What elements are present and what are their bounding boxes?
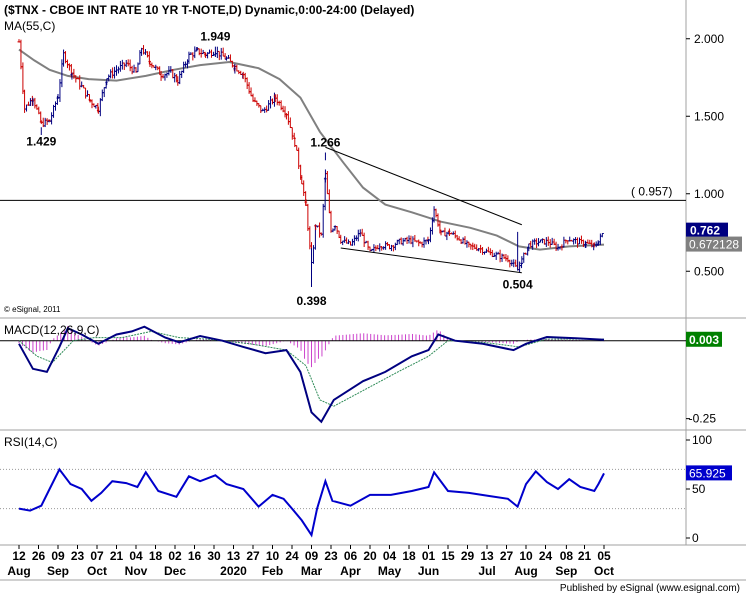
time-day-label: 04 [383,549,397,563]
time-day-label: 02 [168,549,182,563]
ma-value: 0.672128 [689,238,739,252]
time-day-label: 23 [324,549,338,563]
time-day-label: 06 [344,549,358,563]
time-day-label: 08 [560,549,574,563]
rsi-value-badge: 65.925 [686,465,732,481]
time-day-label: 20 [363,549,377,563]
copyright-label: © eSignal, 2011 [4,305,61,314]
rsi-y-tick-label: 100 [692,433,712,447]
time-day-label: 10 [519,549,533,563]
price-y-tick-label: 2.000 [694,32,724,46]
time-day-label: 12 [12,549,26,563]
time-day-label: 24 [285,549,299,563]
last-price-value: 0.762 [690,224,720,238]
time-month-label: Sep [555,564,577,578]
time-month-label: Oct [87,564,107,578]
horizontal-line-label: ( 0.957) [631,184,672,198]
rsi-y-tick-label: 50 [692,482,706,496]
time-month-label: Nov [125,564,148,578]
time-day-label: 18 [402,549,416,563]
time-month-label: Aug [7,564,30,578]
time-day-label: 23 [71,549,85,563]
price-y-axis: 0.500 1.000 1.500 2.000 [686,32,724,278]
rsi-panel: 0 50 100 65.925 RSI(14,C) [0,433,732,545]
time-day-label: 09 [305,549,319,563]
price-annotation: 1.949 [200,30,230,44]
macd-y-tick-label: -0.25 [689,412,717,426]
macd-label: MACD(12,26,9,C) [4,323,99,337]
macd-value-badge: 0.003 [686,331,722,347]
time-month-label: Feb [262,564,283,578]
time-day-label: 27 [246,549,260,563]
macd-value: 0.003 [689,333,719,347]
time-month-label: Sep [47,564,69,578]
rsi-y-axis: 0 50 100 [686,433,712,545]
price-annotation: 1.266 [310,136,340,150]
time-day-label: 18 [149,549,163,563]
trendline [325,146,523,226]
time-day-label: 04 [129,549,143,563]
time-day-label: 21 [578,549,592,563]
time-month-label: Apr [340,564,361,578]
ma-value-badge: 0.672128 [686,236,742,252]
rsi-line [18,467,605,538]
ma-55-line [18,48,605,251]
macd-y-axis: -0.25 [686,412,716,426]
time-day-label: 09 [51,549,65,563]
trendlines [325,146,523,274]
price-annotation: 0.504 [503,278,533,292]
time-day-label: 13 [480,549,494,563]
time-day-label: 27 [500,549,514,563]
time-month-label: Oct [594,564,614,578]
time-month-label: May [378,564,402,578]
ma-indicator-label: MA(55,C) [4,19,55,33]
last-price-badge: 0.762 [686,222,728,238]
time-day-label: 15 [441,549,455,563]
time-day-label: 16 [188,549,202,563]
time-day-label: 26 [32,549,46,563]
price-y-tick-label: 0.500 [694,264,724,278]
price-annotation: 0.398 [296,294,326,308]
time-month-label: 2020 [220,564,247,578]
time-axis: 12 26 09 23 07 21 04 18 02 16 30 13 27 10 24 09 23 06 20 04… [7,545,614,578]
trendline [340,247,522,274]
chart-title: ($TNX - CBOE INT RATE 10 YR T-NOTE,D) Dy… [4,3,414,17]
time-day-label: 05 [597,549,611,563]
price-annotation: 1.429 [26,134,56,148]
time-month-label: Jun [418,564,439,578]
rsi-value: 65.925 [689,466,726,480]
macd-panel: -0.25 0.003 MACD(12,26,9,C) [0,323,722,426]
time-day-label: 30 [207,549,221,563]
time-month-label: Mar [301,564,323,578]
price-bars [17,39,604,288]
rsi-y-tick-label: 0 [692,531,699,545]
macd-signal-line [18,330,604,407]
time-day-label: 10 [266,549,280,563]
rsi-label: RSI(14,C) [4,435,57,449]
price-y-tick-label: 1.000 [694,187,724,201]
price-panel: 0.500 1.000 1.500 2.000 1.429 1.949 1.266 0.39… [0,3,742,314]
time-day-label: 01 [422,549,436,563]
price-annotations: 1.429 1.949 1.266 0.398 0.504 [26,30,533,308]
footer-publisher: Published by eSignal (www.esignal.com) [560,583,740,594]
time-day-label: 13 [227,549,241,563]
time-day-label: 07 [90,549,104,563]
time-day-label: 24 [539,549,553,563]
time-month-label: Dec [164,564,186,578]
macd-line [18,325,605,424]
time-day-label: 29 [461,549,475,563]
time-month-label: Jul [478,564,495,578]
time-day-label: 21 [110,549,124,563]
time-month-label: Aug [514,564,537,578]
price-y-tick-label: 1.500 [694,109,724,123]
